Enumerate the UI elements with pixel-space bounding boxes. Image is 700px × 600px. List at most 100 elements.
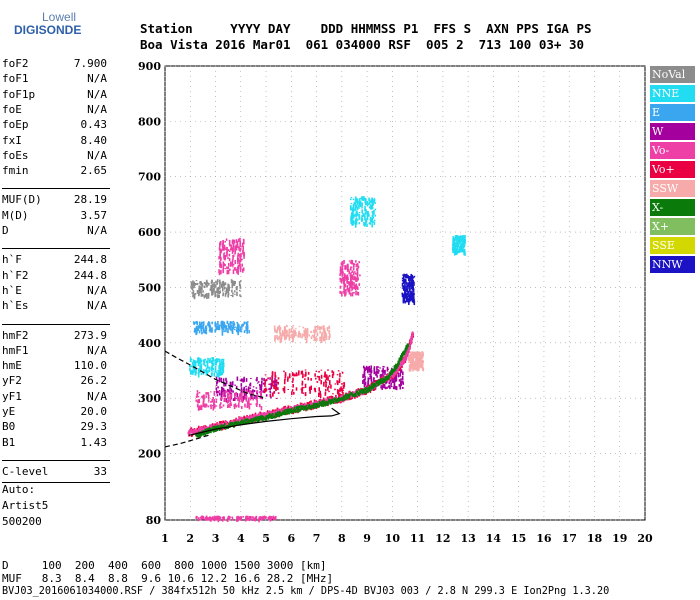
echo-point bbox=[354, 271, 356, 273]
echo-point bbox=[217, 370, 219, 372]
x-trace-point bbox=[394, 367, 397, 371]
echo-point bbox=[269, 388, 271, 391]
echo-point bbox=[214, 325, 217, 327]
echo-point bbox=[269, 517, 272, 519]
o-trace-point bbox=[328, 396, 330, 399]
echo-point bbox=[215, 405, 218, 407]
echo-point bbox=[307, 371, 310, 375]
echo-point bbox=[356, 278, 358, 281]
echo-point bbox=[220, 264, 223, 269]
echo-point bbox=[260, 390, 263, 395]
echo-point bbox=[371, 204, 374, 209]
echo-point bbox=[233, 239, 236, 244]
echo-point bbox=[388, 381, 391, 385]
echo-point bbox=[227, 327, 229, 333]
param-value: 7.900 bbox=[73, 57, 107, 70]
echo-point bbox=[253, 389, 256, 393]
echo-point bbox=[275, 383, 278, 386]
echo-point bbox=[412, 288, 415, 290]
echo-point bbox=[239, 379, 242, 381]
o-trace-point bbox=[210, 424, 213, 427]
echo-point bbox=[222, 266, 225, 271]
echo-point bbox=[366, 201, 368, 206]
echo-point bbox=[376, 375, 378, 378]
echo-point bbox=[371, 223, 373, 228]
x-trace-point bbox=[262, 415, 265, 419]
echo-point bbox=[234, 403, 237, 407]
echo-point bbox=[316, 325, 319, 329]
echo-point bbox=[387, 386, 390, 388]
echo-point bbox=[286, 378, 289, 382]
param-name: h`F bbox=[2, 253, 22, 267]
echo-point bbox=[370, 205, 372, 210]
echo-point bbox=[416, 364, 419, 368]
o-trace-point bbox=[277, 408, 280, 412]
param-name: M(D) bbox=[2, 208, 29, 222]
echo-point bbox=[356, 291, 359, 295]
echo-point bbox=[213, 517, 216, 522]
echo-point bbox=[304, 383, 307, 388]
echo-point bbox=[255, 387, 258, 389]
echo-point bbox=[224, 268, 227, 270]
profile-dashed-curve bbox=[164, 350, 267, 399]
o-trace-point bbox=[232, 419, 235, 422]
x-trace-point bbox=[398, 362, 400, 365]
echo-point bbox=[375, 371, 377, 376]
echo-point bbox=[358, 211, 361, 214]
echo-point bbox=[247, 386, 250, 392]
echo-point bbox=[219, 290, 221, 294]
echo-point bbox=[339, 277, 342, 281]
x-trace-point bbox=[306, 407, 309, 411]
echo-point bbox=[194, 327, 196, 333]
echo-point bbox=[314, 325, 317, 330]
echo-point bbox=[464, 251, 466, 256]
echo-point bbox=[417, 357, 419, 363]
echo-point bbox=[216, 287, 219, 292]
echo-point bbox=[211, 328, 213, 333]
echo-point bbox=[240, 328, 243, 330]
echo-point bbox=[236, 291, 238, 297]
echo-point bbox=[351, 286, 354, 290]
echo-point bbox=[296, 373, 298, 377]
echo-point bbox=[379, 367, 381, 369]
echo-point bbox=[457, 236, 460, 238]
echo-point bbox=[222, 387, 224, 391]
echo-point bbox=[256, 390, 259, 393]
echo-point bbox=[383, 366, 386, 368]
echo-point bbox=[223, 516, 225, 520]
echo-point bbox=[299, 332, 302, 338]
echo-point bbox=[226, 269, 229, 275]
echo-point bbox=[319, 393, 322, 399]
echo-point bbox=[298, 325, 301, 327]
echo-point bbox=[354, 214, 356, 217]
echo-point bbox=[358, 222, 361, 225]
echo-point bbox=[246, 390, 248, 393]
o-trace-point bbox=[310, 402, 313, 405]
echo-point bbox=[355, 277, 357, 282]
echo-point bbox=[452, 245, 455, 250]
echo-point bbox=[460, 243, 462, 248]
echo-point bbox=[223, 286, 226, 290]
echo-point bbox=[191, 285, 194, 290]
echo-point bbox=[343, 259, 345, 264]
echo-point bbox=[415, 354, 417, 360]
echo-point bbox=[214, 329, 217, 333]
x-trace-point bbox=[335, 400, 338, 404]
echo-point bbox=[236, 517, 238, 523]
echo-point bbox=[239, 331, 242, 333]
x-trace-point bbox=[250, 418, 253, 421]
echo-point bbox=[374, 214, 377, 217]
o-trace-point bbox=[294, 405, 296, 408]
echo-point bbox=[246, 403, 249, 409]
echo-point bbox=[310, 385, 313, 391]
echo-point bbox=[272, 381, 274, 387]
echo-point bbox=[366, 215, 369, 221]
echo-point bbox=[352, 262, 355, 268]
echo-point bbox=[356, 207, 359, 211]
echo-point bbox=[231, 283, 234, 288]
echo-point bbox=[215, 294, 217, 297]
echo-point bbox=[401, 287, 404, 289]
x-trace-point bbox=[348, 396, 351, 399]
echo-point bbox=[371, 219, 374, 223]
echo-point bbox=[247, 321, 249, 323]
